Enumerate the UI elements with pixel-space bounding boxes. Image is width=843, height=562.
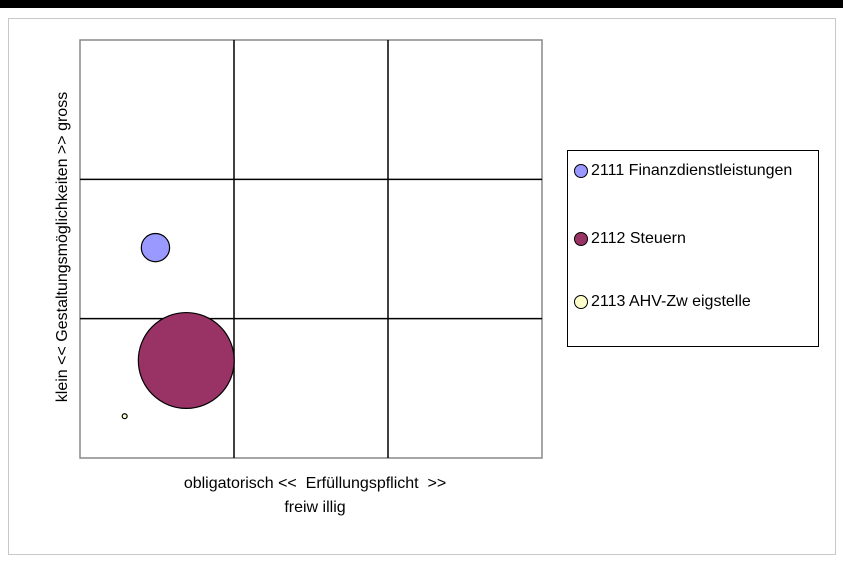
bubble [121,413,128,420]
y-axis-label: klein << Gestaltungsmöglichkeiten >> gro… [54,92,71,402]
legend-entry: 2112 Steuern [574,227,819,250]
bubble [137,311,235,409]
x-axis-label: freiw illig [284,499,345,516]
legend-marker [574,164,588,178]
legend-marker [574,232,588,246]
legend-label: 2113 AHV-Zw eigstelle [591,293,751,310]
x-axis-label: obligatorisch << Erfüllungspflicht >> [184,475,446,492]
legend-entry: 2113 AHV-Zw eigstelle [574,290,819,313]
frame [8,18,836,555]
legend-marker [574,295,588,309]
legend-label: 2112 Steuern [591,230,686,247]
legend-entry: 2111 Finanzdienstleistungen [574,159,819,182]
legend: 2111 Finanzdienstleistungen 2112 Steuern 2… [567,150,819,347]
legend-label: 2111 Finanzdienstleistungen [591,162,793,179]
top-bar [0,0,843,8]
bubble [140,232,171,263]
